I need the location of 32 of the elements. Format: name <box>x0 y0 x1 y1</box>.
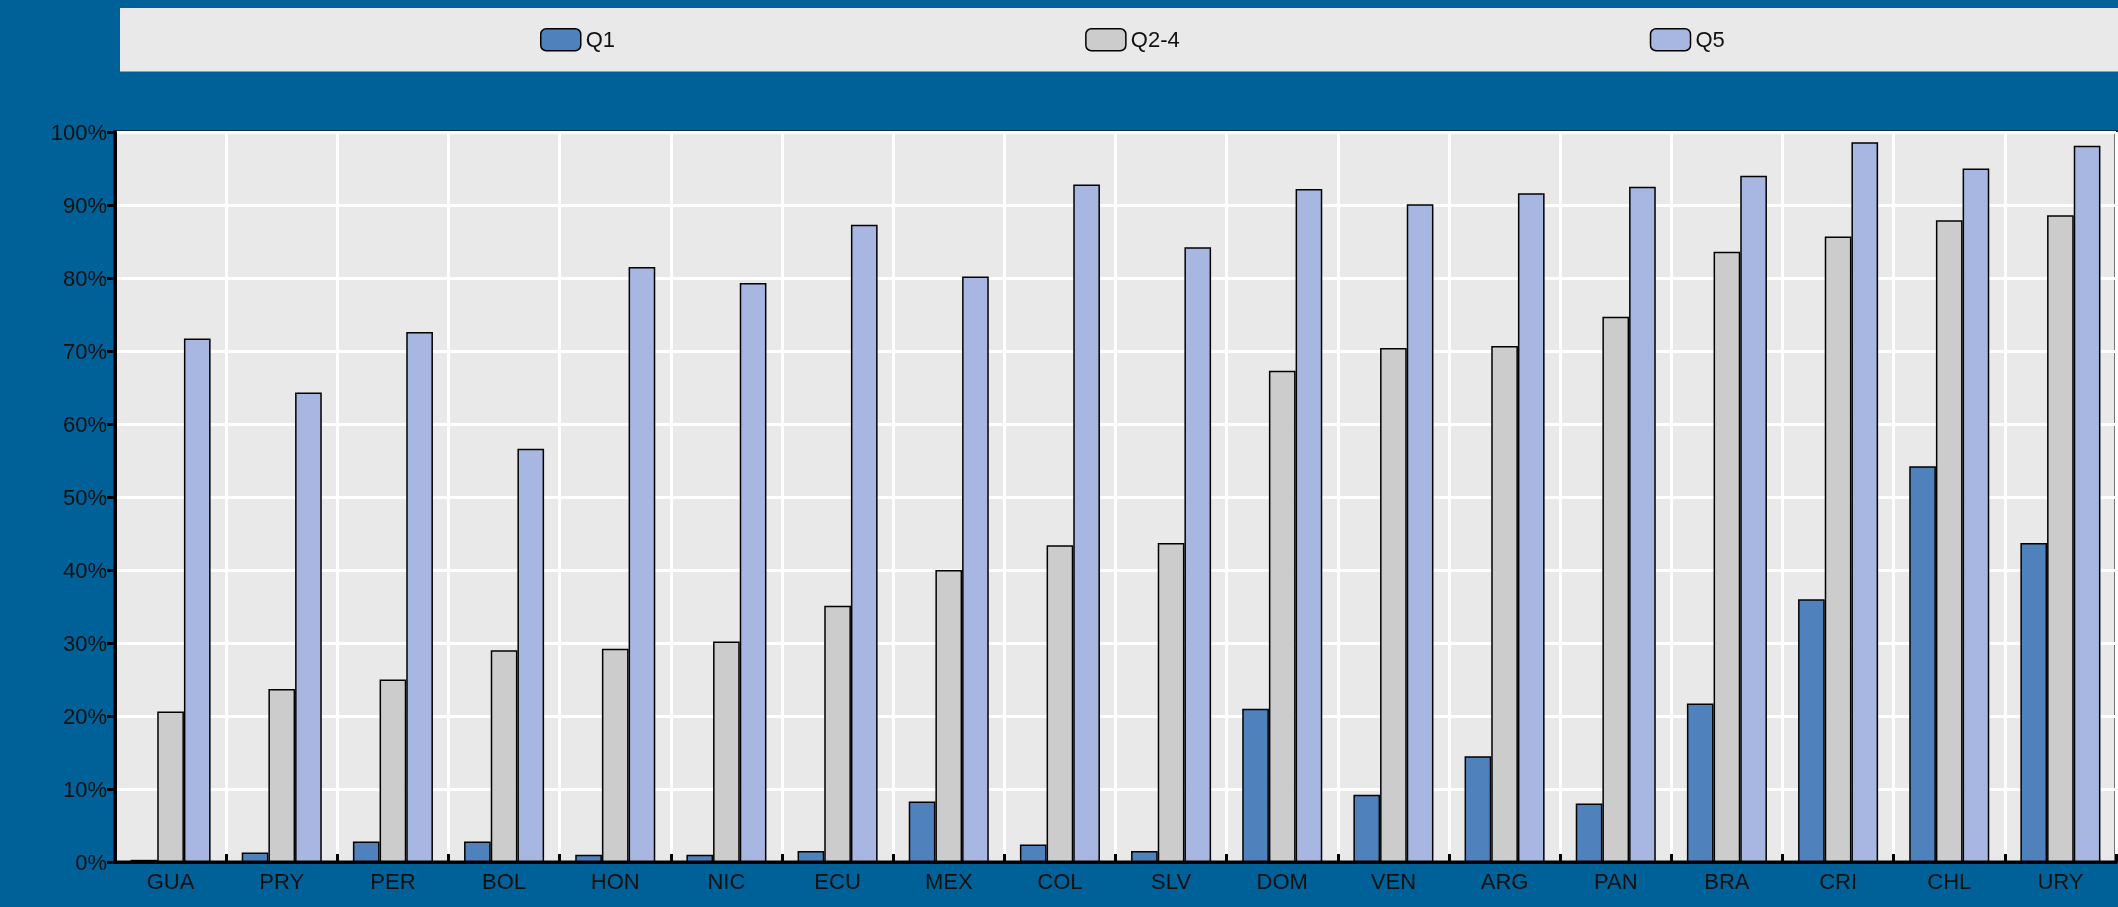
x-tick-label: CRI <box>1819 868 1858 894</box>
x-tick-label: VEN <box>1370 868 1417 894</box>
y-tick-label: 70% <box>62 338 107 364</box>
y-tick-label: 0% <box>75 849 107 875</box>
legend-label: Q2-4 <box>1130 27 1180 53</box>
x-tick-label: GUA <box>146 868 195 894</box>
x-tick-label: PER <box>370 868 416 894</box>
x-tick-label: COL <box>1037 868 1083 894</box>
x-tick-label: ECU <box>814 868 861 894</box>
x-tick-label: CHL <box>1927 868 1972 894</box>
y-tick-label: 50% <box>62 484 107 510</box>
x-tick-label: MEX <box>924 868 973 894</box>
y-tick-label: 20% <box>62 703 107 729</box>
x-tick-label: SLV <box>1151 868 1192 894</box>
y-tick-label: 60% <box>62 411 107 437</box>
y-tick-label: 90% <box>62 192 107 218</box>
x-tick-label: BOL <box>482 868 527 894</box>
y-tick-label: 10% <box>62 776 107 802</box>
x-tick-label: ARG <box>1480 868 1529 894</box>
y-tick-label: 80% <box>62 265 107 291</box>
x-tick-label: HON <box>590 868 640 894</box>
y-tick-label: 100% <box>50 119 107 145</box>
legend-label: Q5 <box>1695 27 1725 53</box>
x-tick-label: PRY <box>259 868 305 894</box>
x-tick-label: NIC <box>707 868 746 894</box>
y-tick-label: 40% <box>62 557 107 583</box>
x-tick-label: DOM <box>1256 868 1308 894</box>
y-tick-label: 30% <box>62 630 107 656</box>
x-tick-label: URY <box>2037 868 2084 894</box>
legend-label: Q1 <box>585 27 616 53</box>
x-tick-label: BRA <box>1704 868 1750 894</box>
x-tick-label: PAN <box>1593 868 1638 894</box>
